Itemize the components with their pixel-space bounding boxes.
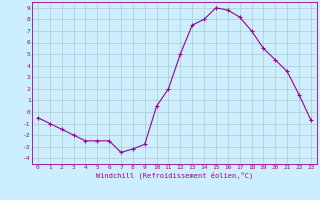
X-axis label: Windchill (Refroidissement éolien,°C): Windchill (Refroidissement éolien,°C) — [96, 172, 253, 179]
